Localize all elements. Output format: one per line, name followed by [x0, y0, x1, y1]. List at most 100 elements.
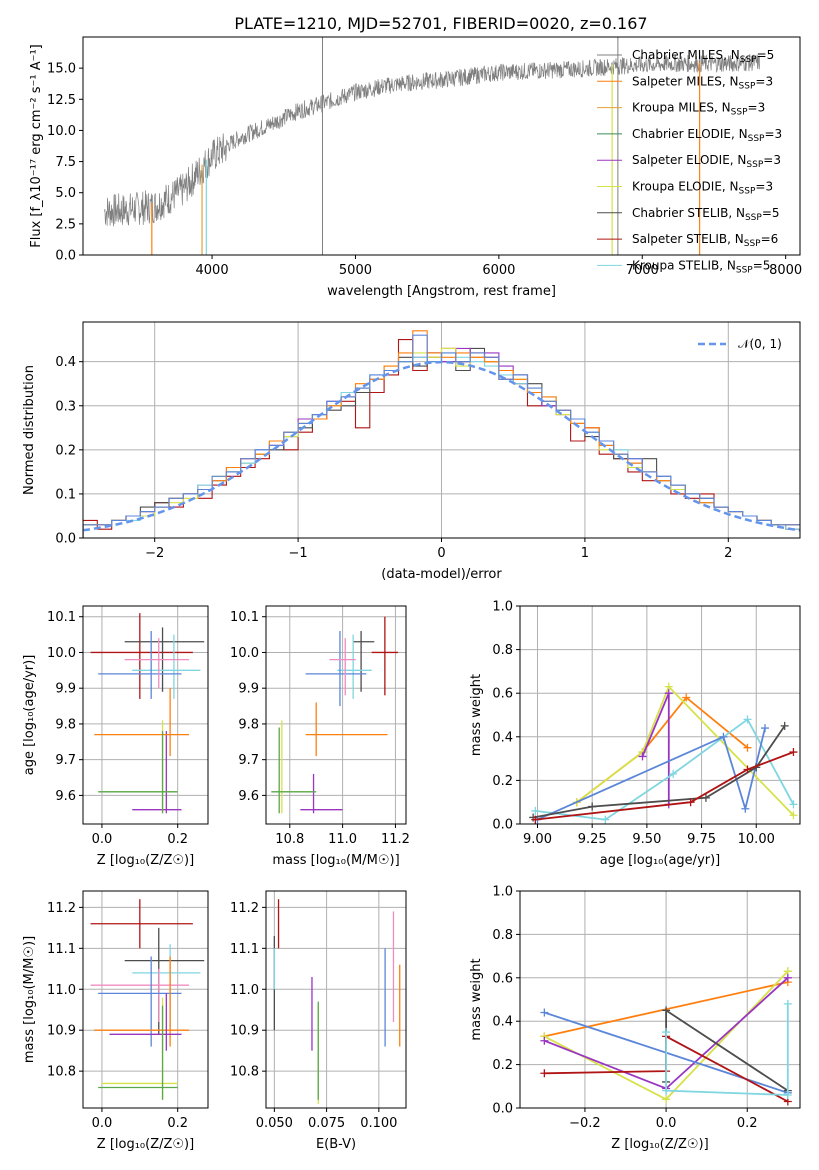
y-tick-label: 0.8: [492, 928, 513, 943]
y-tick-label: 9.8: [238, 717, 259, 732]
y-tick-label: 12.5: [47, 93, 76, 108]
y-tick-label: 0.4: [492, 730, 513, 745]
x-tick-label: −2: [145, 546, 164, 561]
legend-label: Salpeter ELODIE, NSSP=3: [632, 153, 781, 170]
y-axis-label: Normed distribution: [22, 365, 37, 495]
y-tick-label: 0.3: [55, 399, 76, 414]
axes-frame: [82, 890, 209, 1109]
axes-frame: [265, 890, 407, 1109]
y-tick-label: 10.8: [230, 1065, 259, 1080]
x-tick-label: 0.0: [92, 1116, 113, 1131]
series-marker: [686, 798, 695, 807]
y-tick-label: 10.0: [47, 124, 76, 139]
axes-frame: [519, 890, 801, 1109]
legend-suffix: =3: [764, 127, 782, 141]
x-tick-label: 0.2: [167, 832, 188, 847]
x-tick-label: 8000: [769, 263, 802, 278]
series-marker: [743, 743, 752, 752]
legend-suffix: =6: [761, 232, 779, 246]
y-axis-label: mass weight: [469, 674, 484, 756]
y-tick-label: 11.1: [47, 942, 76, 957]
plot-area: [90, 899, 205, 1100]
x-axis-label: mass [log₁₀(M/M☉)]: [272, 853, 399, 868]
y-tick-label: 11.0: [47, 983, 76, 998]
series-marker: [682, 693, 691, 702]
y-tick-label: 10.1: [47, 610, 76, 625]
x-tick-label: −0.2: [569, 1116, 601, 1131]
y-tick-label: 0.8: [492, 643, 513, 658]
series-marker: [638, 752, 647, 761]
panel-age-vs-mass: 10.8 11.0 11.2 9.6 9.7 9.8 9.9 10.0 10.1 mass [lo…: [230, 605, 410, 868]
y-axis-label: age [log₁₀(age/yr)]: [22, 655, 37, 776]
legend-subscript: SSP: [739, 187, 756, 197]
y-tick-label: 10.9: [47, 1024, 76, 1039]
legend-label: Kroupa STELIB, NSSP=5: [632, 258, 770, 275]
y-tick-label: 11.1: [230, 942, 259, 957]
y-tick-label: 1.0: [492, 600, 513, 615]
legend-suffix: =5: [753, 258, 771, 272]
x-tick-label: 0.0: [656, 1116, 677, 1131]
x-tick-label: 4000: [196, 263, 229, 278]
series-marker: [783, 999, 792, 1008]
series-marker: [761, 724, 769, 733]
x-axis-label: E(B-V): [316, 1137, 356, 1152]
legend-label: Chabrier ELODIE, NSSP=3: [632, 127, 782, 144]
axes-frame: [519, 605, 801, 825]
legend-subscript: SSP: [740, 55, 757, 65]
series-marker: [780, 721, 789, 730]
y-tick-label: 9.9: [238, 682, 259, 697]
y-tick-label: 0.0: [492, 818, 513, 833]
y-tick-label: 0.0: [55, 249, 76, 264]
y-tick-label: 0.6: [492, 687, 513, 702]
y-tick-label: 0.2: [55, 443, 76, 458]
observed-spectrum-line: [104, 53, 761, 227]
panel-massweight-vs-age: 9.00 9.25 9.50 9.75 10.00 0.0 0.2 0.4 0.6 0.8 1.0 a…: [469, 600, 801, 868]
x-axis-label: Z [log₁₀(Z/Z☉)]: [611, 1137, 708, 1152]
panel-mass-vs-ebv: 0.050 0.075 0.100 10.8 10.9 11.0 11.1 11.2 E(B-V…: [230, 890, 407, 1152]
legend-suffix: =3: [755, 180, 773, 194]
y-tick-label: 10.1: [230, 610, 259, 625]
series-marker: [601, 815, 610, 824]
series-marker: [743, 715, 752, 724]
legend-subscript: SSP: [739, 81, 756, 91]
x-tick-label: 5000: [339, 263, 372, 278]
spectrum-title: PLATE=1210, MJD=52701, FIBERID=0020, z=0…: [234, 14, 647, 33]
y-tick-label: 1.0: [492, 885, 513, 900]
x-tick-label: 9.50: [632, 832, 661, 847]
x-tick-label: 9.00: [523, 832, 552, 847]
plot-area: [540, 967, 792, 1106]
y-tick-label: 10.8: [47, 1065, 76, 1080]
series-line: [535, 751, 794, 821]
y-tick-label: 0.2: [492, 1058, 513, 1073]
x-tick-label: 11.0: [328, 832, 357, 847]
x-tick-label: 0.2: [737, 1116, 758, 1131]
y-tick-label: 0.2: [492, 774, 513, 789]
panel-massweight-vs-z: −0.2 0.0 0.2 0.0 0.2 0.4 0.6 0.8 1.0 Z [log₁₀(Z/Z…: [469, 885, 801, 1152]
y-tick-label: 9.9: [55, 682, 76, 697]
normal-curve: [83, 360, 800, 532]
y-tick-label: 10.0: [230, 646, 259, 661]
legend-subscript: SSP: [736, 265, 753, 275]
y-tick-label: 2.5: [55, 217, 76, 232]
y-tick-label: 0.0: [55, 532, 76, 547]
x-tick-label: 9.25: [578, 832, 607, 847]
y-axis-label: mass weight: [469, 958, 484, 1040]
axes-frame: [82, 605, 209, 825]
y-tick-label: 9.7: [238, 753, 259, 768]
series-marker: [662, 1006, 671, 1015]
x-tick-label: −1: [289, 546, 308, 561]
x-tick-label: 0: [437, 546, 445, 561]
series-marker: [662, 1028, 671, 1037]
panel-age-vs-z: 0.0 0.2 9.6 9.7 9.8 9.9 10.0 10.1 Z [log₁₀(Z/Z☉)…: [22, 605, 209, 868]
legend-subscript: SSP: [748, 134, 765, 144]
x-axis-label: Z [log₁₀(Z/Z☉)]: [97, 853, 194, 868]
y-axis-label: Flux [f_λ10⁻¹⁷ erg cm⁻² s⁻¹ A⁻¹]: [29, 44, 44, 248]
x-tick-label: 0.100: [360, 1116, 397, 1131]
panel-residuals: 𝒩(0, 1) −2 −1 0 1 2 0.0 0.1 0.2 0.3 0.4 (data-model…: [22, 321, 801, 582]
y-tick-label: 9.6: [55, 789, 76, 804]
series-line: [665, 1003, 789, 1096]
series-marker: [783, 973, 792, 982]
y-tick-label: 11.2: [230, 901, 259, 916]
series-marker: [719, 732, 728, 741]
x-tick-label: 0.0: [92, 832, 113, 847]
